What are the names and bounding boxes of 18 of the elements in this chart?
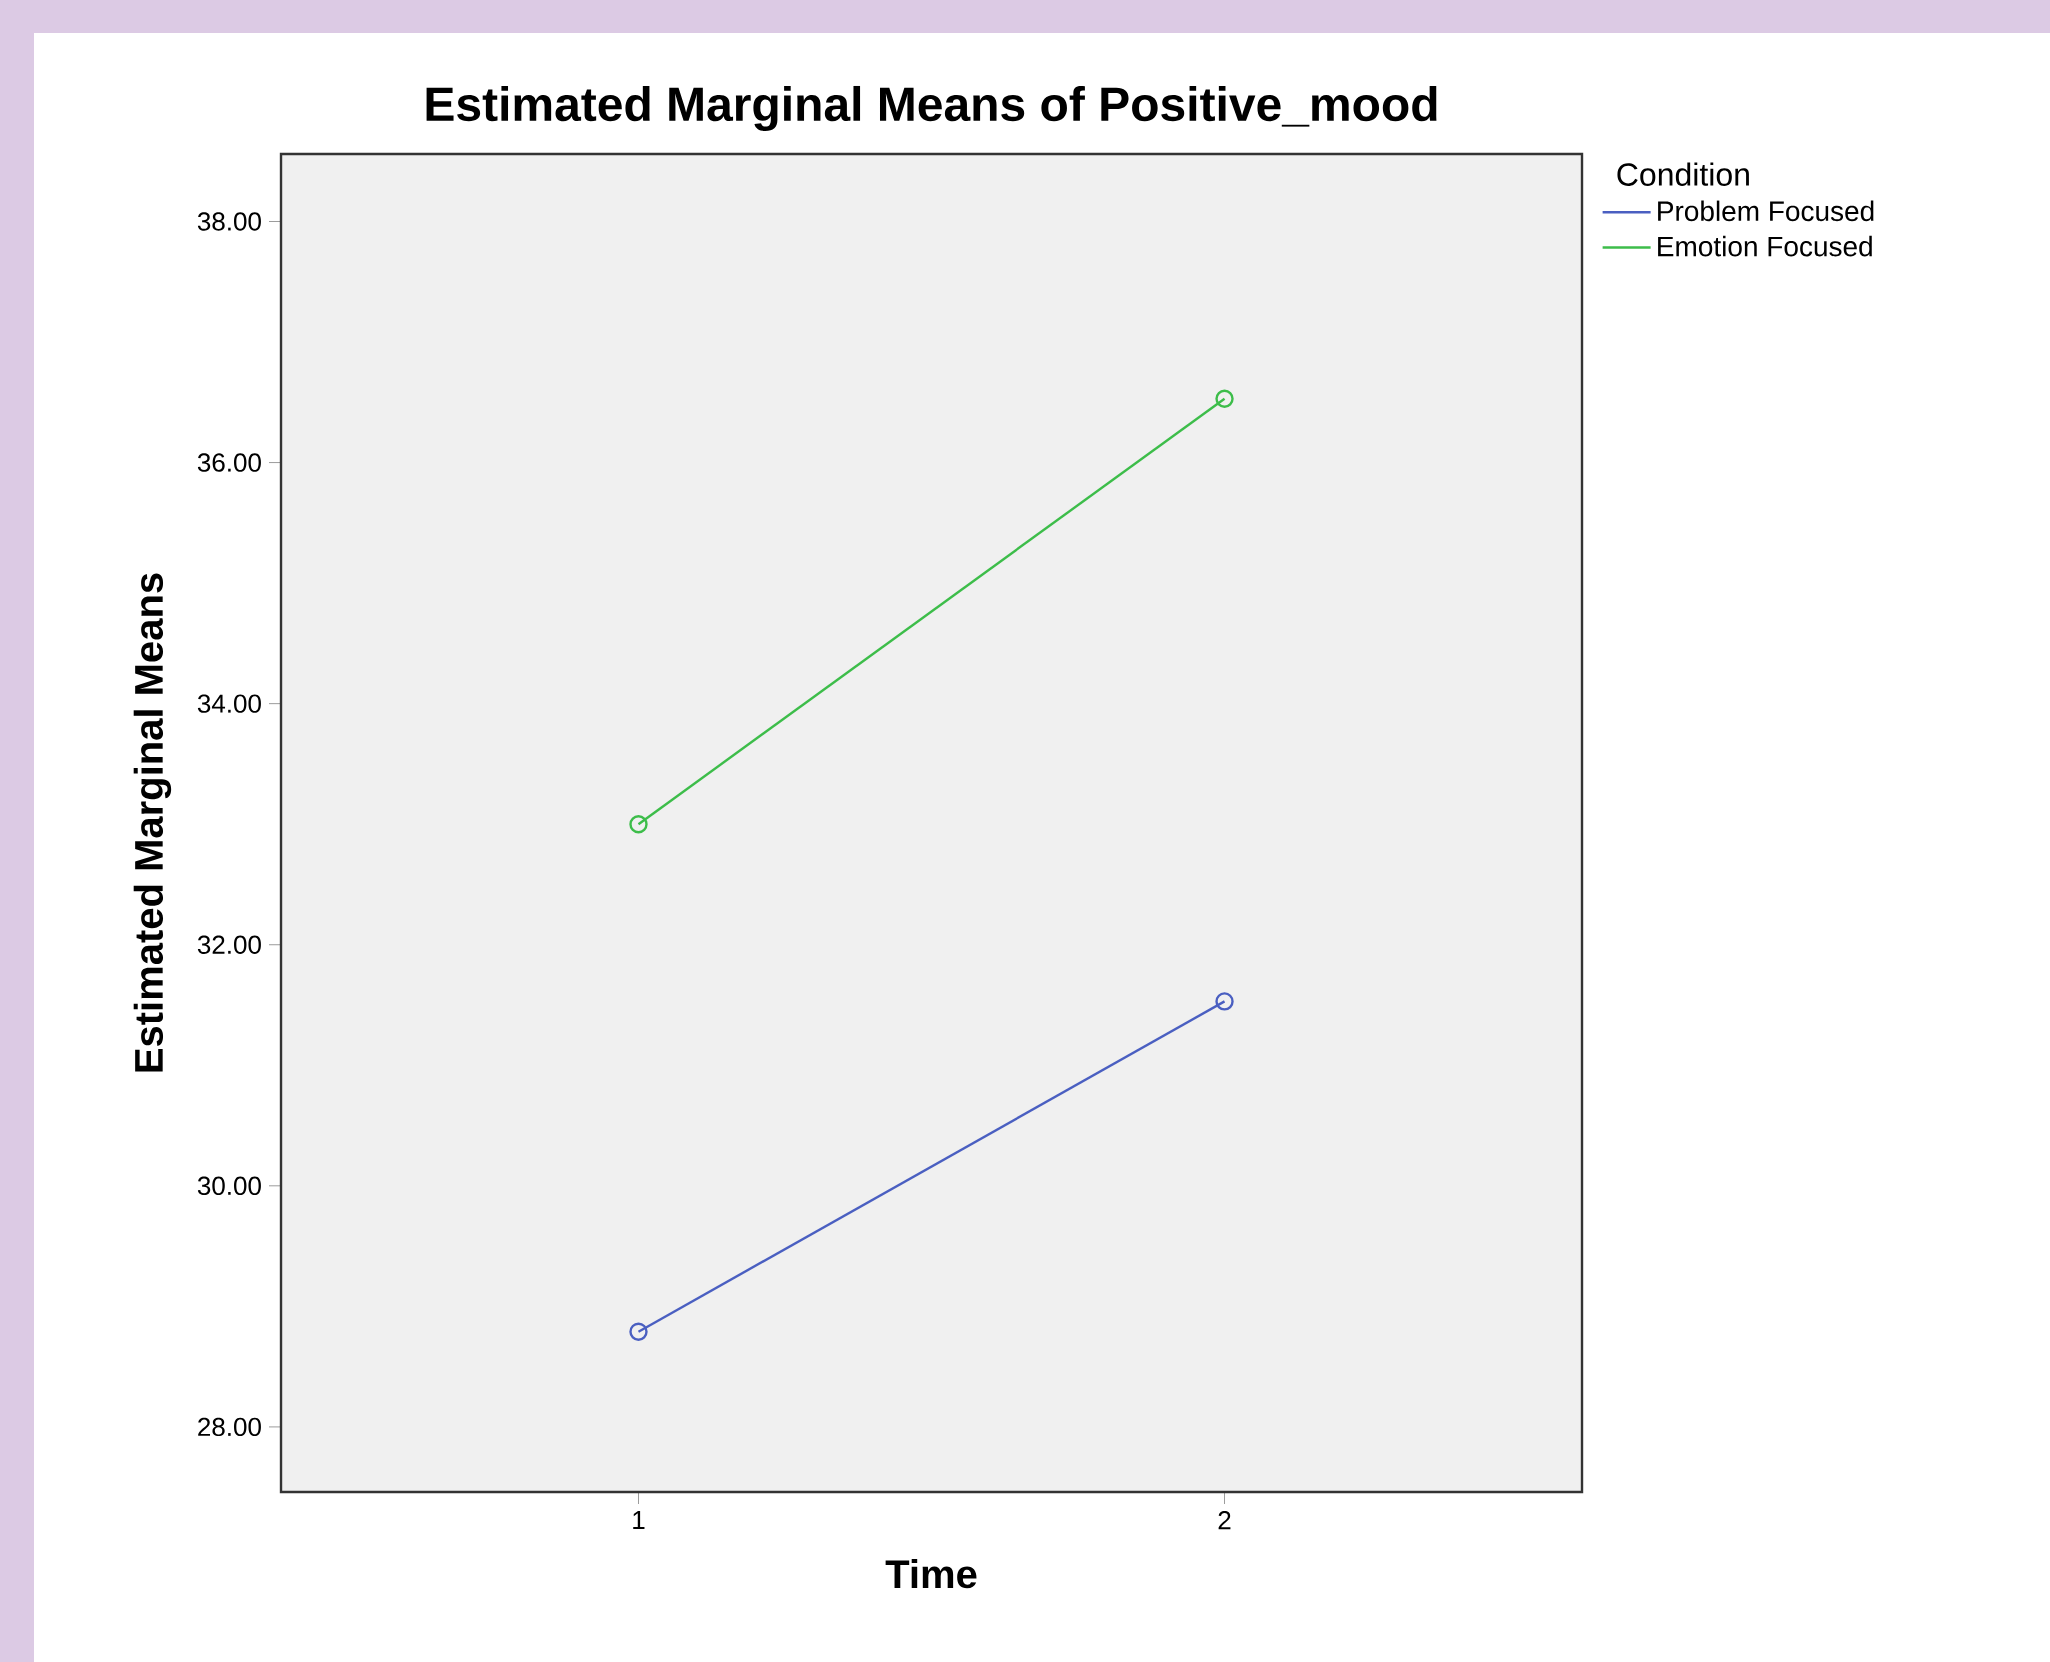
chart-title: Estimated Marginal Means of Positive_mood bbox=[426, 85, 1437, 131]
x-tick-label: 2 bbox=[1218, 1511, 1231, 1530]
x-axis-title: Time bbox=[885, 1558, 977, 1589]
legend-label: Problem Focused bbox=[1658, 200, 1874, 222]
y-tick-label: 38.00 bbox=[197, 212, 261, 231]
legend-label: Emotion Focused bbox=[1658, 235, 1872, 257]
y-tick-label: 30.00 bbox=[197, 1176, 261, 1196]
y-tick-label: 34.00 bbox=[197, 694, 261, 713]
point bbox=[1215, 992, 1234, 1011]
point bbox=[1215, 389, 1234, 408]
point bbox=[629, 815, 648, 834]
y-tick-label: 32.00 bbox=[197, 935, 261, 954]
x-tick-label: 1 bbox=[633, 1511, 645, 1529]
legend-title: Condition bbox=[1617, 162, 1749, 186]
y-tick-label: 28.00 bbox=[198, 1417, 261, 1437]
y-tick-label: 36.00 bbox=[197, 453, 261, 472]
point bbox=[629, 1322, 648, 1341]
y-axis-title: Estimated Marginal Means bbox=[133, 573, 172, 1072]
